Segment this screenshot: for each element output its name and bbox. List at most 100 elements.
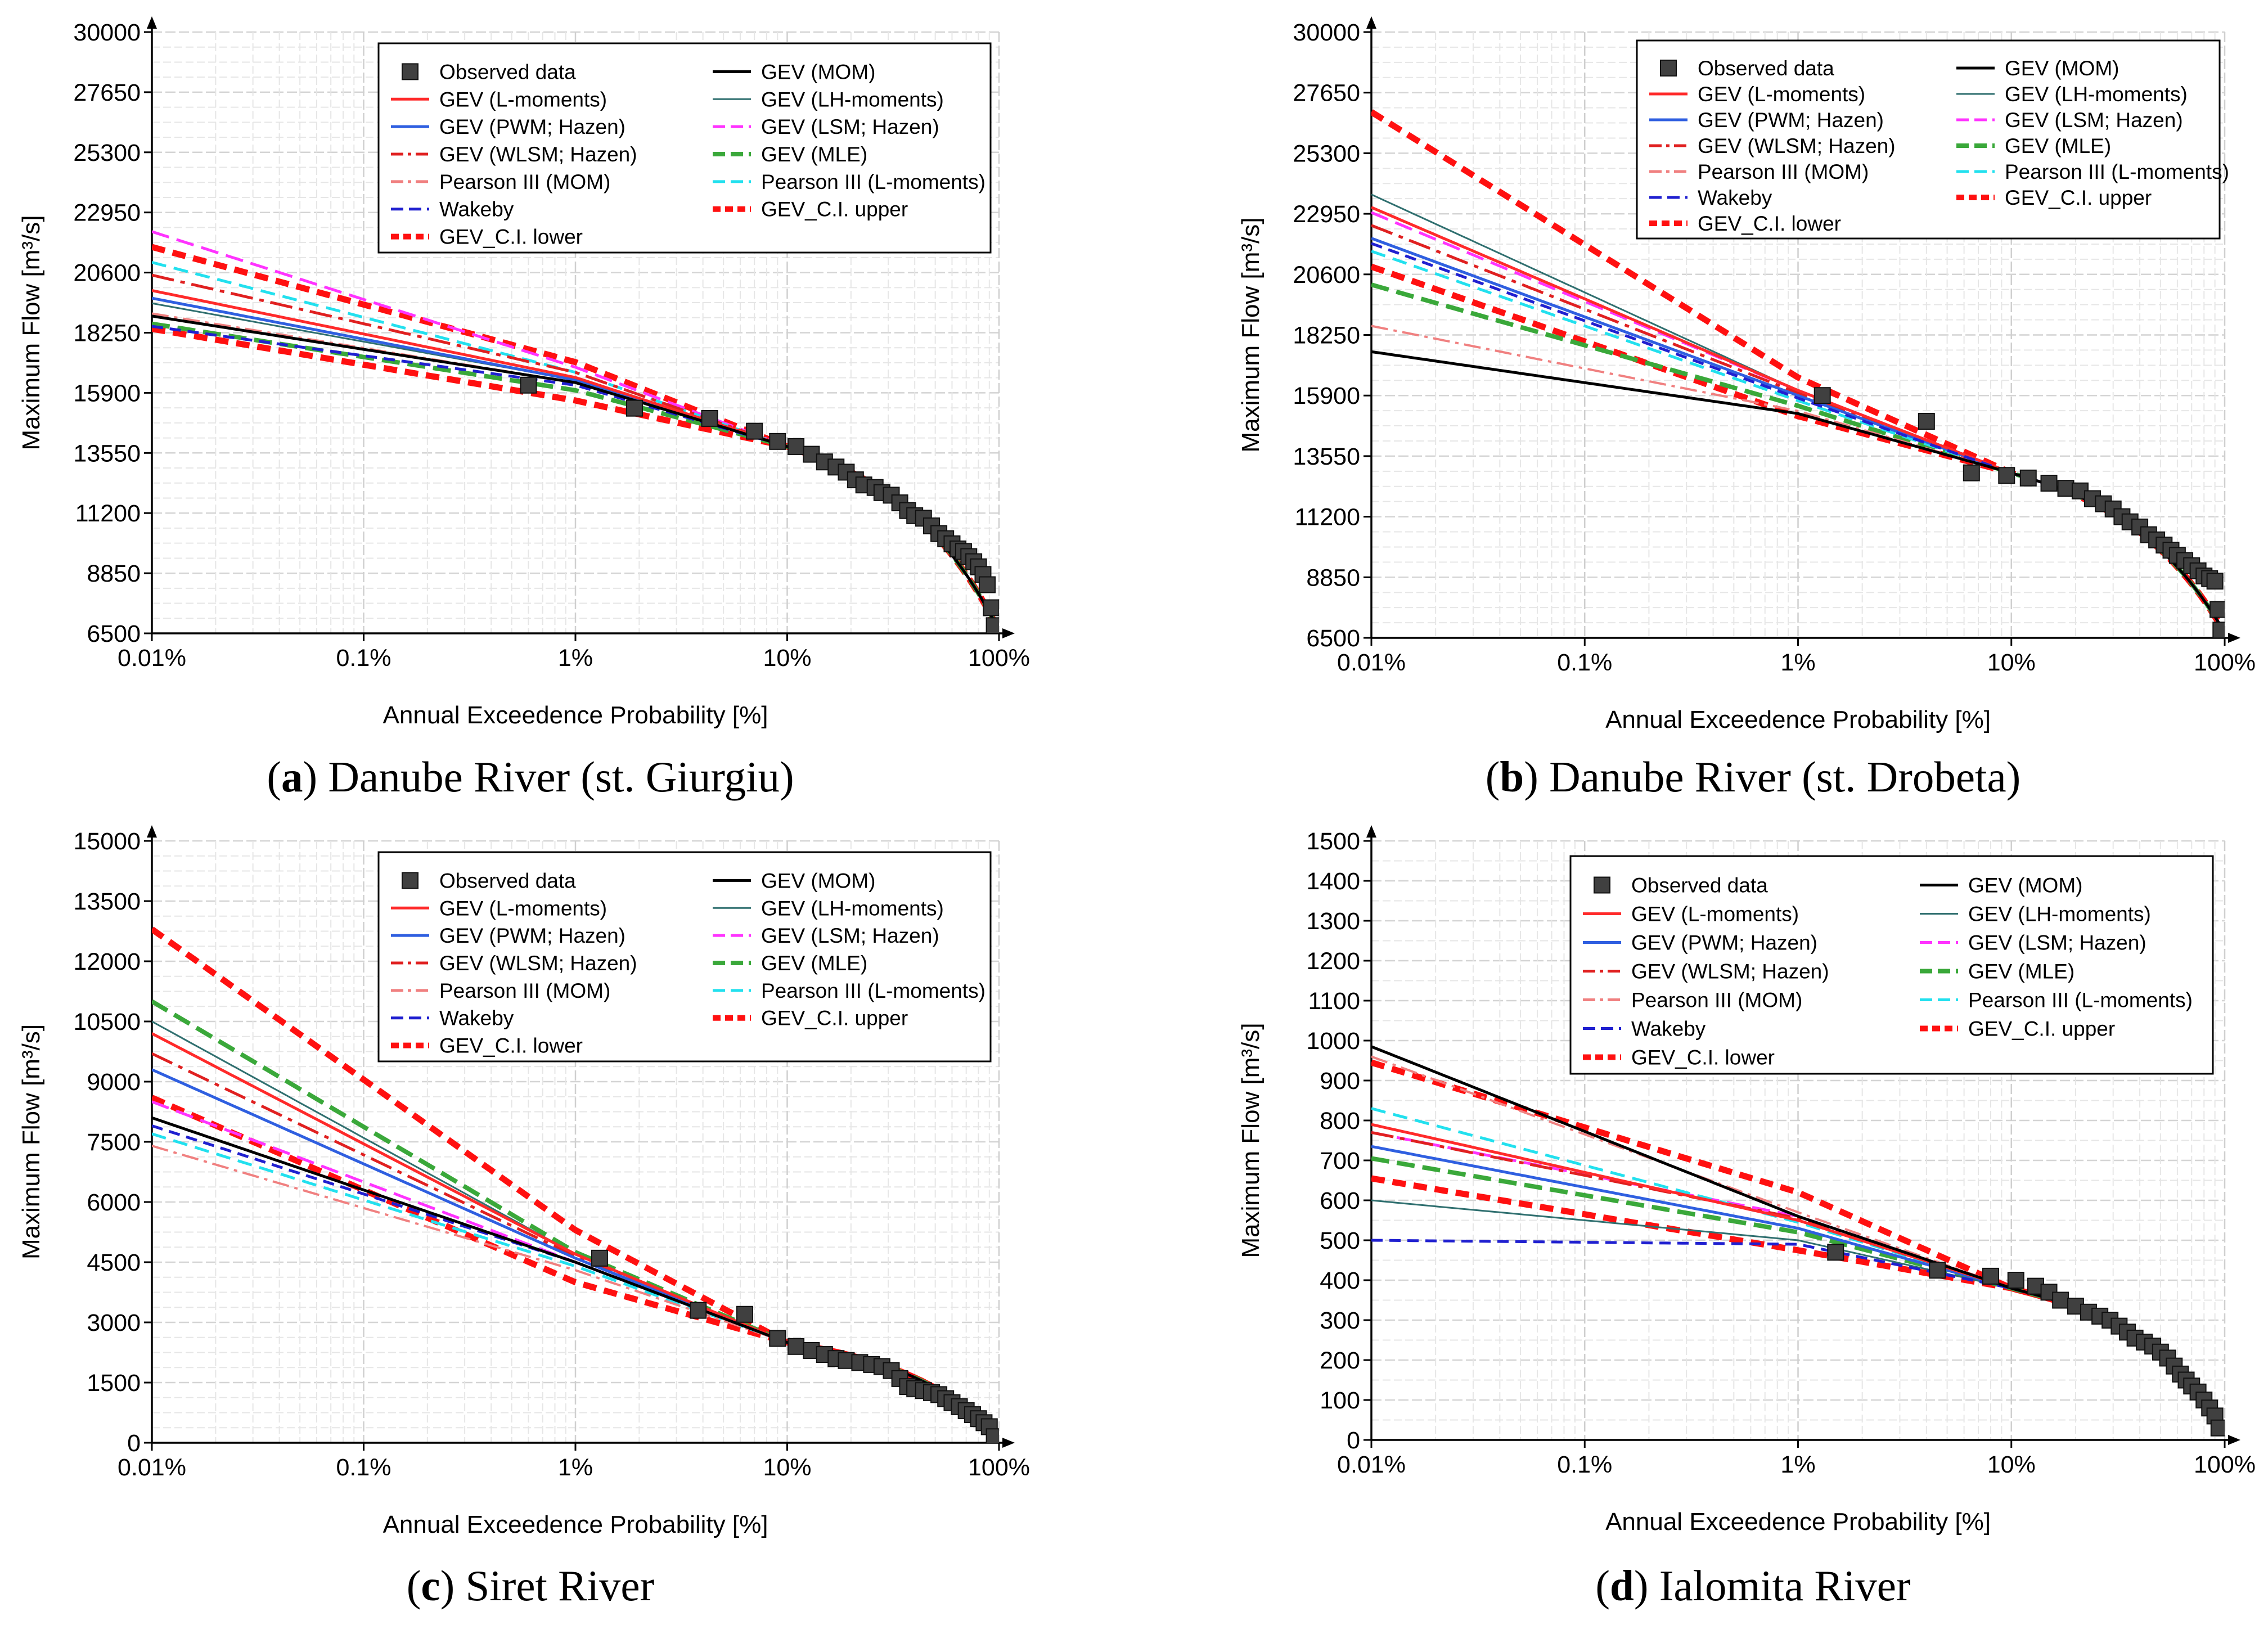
legend-label-gev_mle: GEV (MLE): [2005, 134, 2111, 157]
observed-point: [746, 422, 763, 440]
y-tick-label: 4500: [87, 1249, 141, 1276]
y-tick-label: 1200: [1306, 948, 1360, 975]
x-tick-label: 10%: [1987, 1451, 2036, 1478]
observed-point: [788, 1338, 805, 1355]
legend: Observed data GEV (MOM) GEV (L-moments) GEV…: [377, 851, 992, 1063]
legend-marker-obs: [402, 63, 418, 80]
x-axis-label: Annual Exceedence Probability [%]: [383, 701, 768, 729]
observed-point: [1963, 464, 1980, 481]
y-axis-label: Maximum Flow [m³/s]: [1237, 1023, 1264, 1258]
legend-label-gev_pwm: GEV (PWM; Hazen): [439, 115, 626, 138]
observed-point: [736, 1306, 753, 1323]
series-line-ci_upper: [152, 926, 999, 1439]
y-tick-label: 15000: [73, 828, 141, 855]
legend-label-p3_mom: Pearson III (MOM): [1631, 989, 1802, 1012]
observed-point: [2052, 1291, 2069, 1309]
y-tick-label: 30000: [73, 19, 141, 46]
y-tick-label: 13550: [1293, 443, 1360, 470]
legend-label-gev_lmom: GEV (L-moments): [439, 897, 607, 920]
legend-label-ci_lower: GEV_C.I. lower: [439, 1034, 583, 1057]
observed-point: [1918, 413, 1935, 430]
observed-point: [2210, 601, 2225, 618]
x-axis-label: Annual Exceedence Probability [%]: [1605, 706, 1991, 733]
legend-label-gev_pwm: GEV (PWM; Hazen): [1698, 109, 1884, 132]
curves: [1371, 1045, 2225, 1437]
series-line-ci_lower: [152, 326, 999, 633]
series-line-p3_lmom: [152, 1132, 999, 1438]
curves: [152, 230, 999, 633]
legend-label-p3_lmom: Pearson III (L-moments): [761, 979, 986, 1002]
caption-b: (b) Danube River (st. Drobeta): [1486, 753, 2021, 801]
y-tick-label: 27650: [73, 79, 141, 106]
x-tick-label: 100%: [2194, 649, 2256, 676]
legend-label-obs: Observed data: [439, 60, 576, 83]
legend-label-p3_mom: Pearson III (MOM): [1698, 160, 1869, 183]
y-tick-label: 18250: [73, 320, 141, 347]
observed-point: [1814, 387, 1831, 404]
x-tick-label: 1%: [558, 645, 593, 672]
series-line-wakeby: [1371, 242, 2225, 634]
y-tick-label: 15900: [1293, 382, 1360, 409]
caption-text: ) Ialomita River: [1634, 1561, 1911, 1610]
legend-label-gev_lmom: GEV (L-moments): [439, 88, 607, 111]
legend-label-obs: Observed data: [1631, 874, 1768, 897]
legend-label-gev_lsm: GEV (LSM; Hazen): [1968, 931, 2146, 955]
y-tick-label: 300: [1320, 1307, 1360, 1334]
legend-label-p3_mom: Pearson III (MOM): [439, 979, 610, 1002]
y-tick-label: 1500: [1306, 828, 1360, 855]
y-tick-label: 25300: [73, 139, 141, 166]
chart-panel-a: 30000 27650 25300 22950 20600 18250 15900 13550…: [17, 16, 1030, 801]
observed-point: [1982, 1267, 1999, 1285]
legend-label-gev_mom: GEV (MOM): [761, 869, 875, 892]
x-tick-label: 0.1%: [336, 1454, 391, 1481]
series-line-ci_upper: [152, 244, 999, 633]
series-line-ci_lower: [1371, 1175, 2225, 1430]
x-axis-arrow-icon: [2228, 1435, 2240, 1445]
caption-letter: b: [1500, 753, 1524, 801]
legend-label-gev_lh: GEV (LH-moments): [761, 88, 944, 111]
observed-point: [701, 409, 718, 427]
legend: Observed data GEV (MOM) GEV (L-moments) GEV…: [377, 42, 992, 254]
y-tick-label: 1000: [1306, 1028, 1360, 1055]
y-tick-label: 700: [1320, 1147, 1360, 1174]
observed-point: [2057, 480, 2074, 497]
series-line-gev_mle: [152, 321, 999, 632]
observed-point: [520, 376, 537, 394]
observed-point: [591, 1249, 608, 1267]
legend-label-gev_lsm: GEV (LSM; Hazen): [761, 924, 939, 947]
legend-label-ci_upper: GEV_C.I. upper: [761, 198, 908, 221]
legend-label-wakeby: Wakeby: [1631, 1018, 1706, 1041]
y-tick-label: 13500: [73, 888, 141, 915]
legend-label-wakeby: Wakeby: [1698, 186, 1772, 209]
observed-point: [1929, 1262, 1946, 1279]
x-axis-arrow-icon: [1002, 1438, 1015, 1448]
y-tick-label: 1500: [87, 1370, 141, 1397]
x-tick-label: 0.01%: [118, 645, 186, 672]
y-tick-label: 1100: [1308, 988, 1360, 1015]
y-axis-arrow-icon: [147, 825, 157, 838]
observed-point: [2007, 1272, 2024, 1289]
legend-label-gev_lsm: GEV (LSM; Hazen): [761, 115, 939, 138]
x-tick-label: 1%: [1780, 1451, 1815, 1478]
caption-open-paren: (: [407, 1561, 421, 1610]
x-axis-label: Annual Exceedence Probability [%]: [383, 1511, 768, 1538]
legend-marker-obs: [1594, 876, 1610, 894]
observed-point: [1998, 467, 2015, 484]
observed-point: [2206, 573, 2224, 590]
observed-point: [2019, 469, 2037, 487]
legend-label-gev_pwm: GEV (PWM; Hazen): [1631, 931, 1817, 955]
y-tick-label: 800: [1320, 1108, 1360, 1135]
legend-label-ci_upper: GEV_C.I. upper: [1968, 1018, 2115, 1041]
y-tick-label: 900: [1320, 1068, 1360, 1095]
caption-a: (a) Danube River (st. Giurgiu): [267, 753, 794, 801]
legend-label-gev_lmom: GEV (L-moments): [1631, 903, 1799, 926]
curves: [152, 926, 999, 1443]
legend-label-gev_lh: GEV (LH-moments): [761, 897, 944, 920]
chart-panel-d: 1500140013001200110010009008007006005004…: [1237, 825, 2256, 1610]
legend-label-gev_wlsm: GEV (WLSM; Hazen): [1631, 960, 1829, 983]
y-tick-label: 18250: [1293, 322, 1360, 349]
y-tick-label: 10500: [73, 1009, 141, 1036]
y-tick-label: 0: [1347, 1427, 1360, 1454]
observed-point: [769, 1330, 786, 1347]
